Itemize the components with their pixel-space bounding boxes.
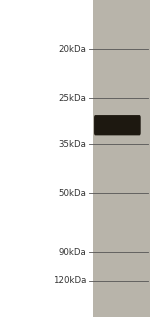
Bar [93,0,150,317]
Text: 90kDa: 90kDa [58,248,86,256]
FancyBboxPatch shape [94,115,141,135]
Bar [0,0,93,317]
Text: 25kDa: 25kDa [58,94,86,103]
Text: 50kDa: 50kDa [58,189,86,198]
Text: 120kDa: 120kDa [53,276,86,285]
Text: 35kDa: 35kDa [58,140,86,149]
Text: 20kDa: 20kDa [58,45,86,54]
